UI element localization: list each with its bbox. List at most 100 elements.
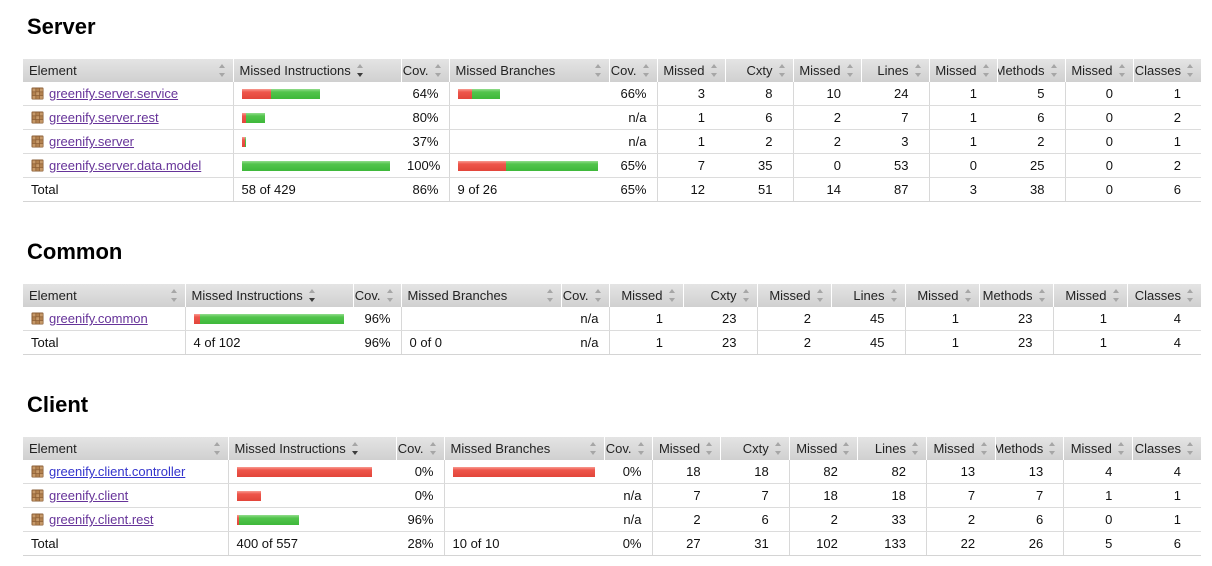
- column-header-missed[interactable]: Missed: [793, 59, 862, 82]
- package-link[interactable]: greenify.common: [49, 311, 148, 326]
- coverage-bar: [457, 161, 598, 171]
- column-header-missed[interactable]: Missed: [657, 59, 726, 82]
- column-header-cov[interactable]: Cov.: [561, 284, 610, 307]
- column-label: Element: [29, 441, 77, 456]
- column-header-missed[interactable]: Missed: [929, 59, 998, 82]
- sort-icon: [980, 442, 989, 455]
- column-header-missed[interactable]: Missed: [1065, 59, 1134, 82]
- column-header-missed-instructions[interactable]: Missed Instructions: [233, 59, 402, 82]
- column-header-cov[interactable]: Cov.: [353, 284, 402, 307]
- column-header-missed-branches[interactable]: Missed Branches: [401, 284, 562, 307]
- cell-element: greenify.server: [23, 129, 233, 154]
- cell-lines: 24: [861, 82, 929, 106]
- cell-missed: 0: [1064, 153, 1133, 178]
- table-row: greenify.client 0% n/a 7 7 18 18 7 7 1 1: [23, 483, 1201, 508]
- column-header-cxty[interactable]: Cxty: [683, 284, 758, 307]
- column-header-element[interactable]: Element: [23, 437, 229, 460]
- column-header-missed[interactable]: Missed: [905, 284, 980, 307]
- cell-missed: 4: [1063, 460, 1133, 484]
- column-label: Missed: [796, 441, 838, 456]
- package-link[interactable]: greenify.server.rest: [49, 110, 159, 125]
- table-row: greenify.client.controller 0% 0% 18 18 82 82 13…: [23, 460, 1201, 484]
- column-header-missed[interactable]: Missed: [757, 284, 832, 307]
- package-icon: [31, 312, 44, 325]
- cell-missed-instructions-bar: [227, 483, 396, 508]
- column-header-element[interactable]: Element: [23, 59, 234, 82]
- column-label: Missed Instructions: [239, 63, 351, 78]
- cell-missed: 1: [928, 105, 997, 130]
- column-header-missed[interactable]: Missed: [609, 284, 684, 307]
- package-icon: [31, 87, 44, 100]
- column-header-missed[interactable]: Missed: [926, 437, 996, 460]
- package-link[interactable]: greenify.server: [49, 134, 135, 149]
- header-row: Element Missed Instructions Cov. Missed Bra…: [23, 284, 1201, 307]
- column-header-classes[interactable]: Classes: [1133, 59, 1201, 82]
- sort-icon: [1186, 289, 1195, 302]
- cell-element: greenify.server.data.model: [23, 153, 233, 178]
- cell-missed: 1: [928, 82, 997, 106]
- cell-coverage: 100%: [401, 153, 449, 178]
- column-label: Methods: [997, 63, 1045, 78]
- covered-bar-segment: [244, 137, 246, 147]
- sort-icon: [218, 64, 227, 77]
- package-link[interactable]: greenify.client.controller: [49, 464, 186, 479]
- column-header-lines[interactable]: Lines: [831, 284, 906, 307]
- cell-missed: 1: [656, 105, 725, 130]
- column-header-missed-instructions[interactable]: Missed Instructions: [185, 284, 354, 307]
- column-header-missed[interactable]: Missed: [1053, 284, 1128, 307]
- package-icon: [31, 159, 44, 172]
- cell-lines: 18: [857, 483, 927, 508]
- column-header-missed-branches[interactable]: Missed Branches: [449, 59, 610, 82]
- cell-missed: 1: [1063, 483, 1133, 508]
- total-label: Total: [23, 330, 185, 355]
- sort-icon: [170, 289, 179, 302]
- sort-icon: [816, 289, 825, 302]
- column-header-methods[interactable]: Methods: [979, 284, 1054, 307]
- header-row: Element Missed Instructions Cov. Missed Bra…: [23, 437, 1201, 460]
- cell-cxty: 35: [725, 153, 793, 178]
- column-header-missed-branches[interactable]: Missed Branches: [444, 437, 605, 460]
- column-header-classes[interactable]: Classes: [1127, 284, 1201, 307]
- column-header-methods[interactable]: Methods: [995, 437, 1065, 460]
- total-row: Total 58 of 429 86% 9 of 26 65% 12 51 14 87 3 38 0 6: [23, 177, 1201, 202]
- cell-element: greenify.client.rest: [23, 507, 228, 532]
- covered-bar-segment: [238, 515, 299, 525]
- cell-methods: 23: [979, 307, 1053, 331]
- total-missed: 22: [926, 531, 996, 556]
- column-label: Cov.: [605, 441, 632, 456]
- column-header-element[interactable]: Element: [23, 284, 186, 307]
- cell-lines: 7: [861, 105, 929, 130]
- column-header-lines[interactable]: Lines: [861, 59, 930, 82]
- column-header-cov[interactable]: Cov.: [396, 437, 445, 460]
- total-missed-instructions: 400 of 557: [227, 531, 396, 556]
- table-row: greenify.client.rest 96% n/a 2 6 2 33 2 6 0 1: [23, 507, 1201, 532]
- column-header-missed[interactable]: Missed: [652, 437, 722, 460]
- coverage-bar: [457, 89, 500, 99]
- column-header-lines[interactable]: Lines: [857, 437, 927, 460]
- cell-missed: 10: [792, 82, 861, 106]
- coverage-bar: [236, 467, 372, 477]
- column-header-cxty[interactable]: Cxty: [725, 59, 794, 82]
- column-label: Cov.: [402, 63, 429, 78]
- package-icon: [31, 513, 44, 526]
- column-header-methods[interactable]: Methods: [997, 59, 1066, 82]
- column-header-cov[interactable]: Cov.: [604, 437, 653, 460]
- column-header-missed[interactable]: Missed: [789, 437, 859, 460]
- package-link[interactable]: greenify.client: [49, 488, 129, 503]
- coverage-bar: [241, 113, 265, 123]
- package-link[interactable]: greenify.server.service: [49, 86, 179, 101]
- column-header-cov[interactable]: Cov.: [609, 59, 658, 82]
- coverage-bar: [236, 491, 261, 501]
- package-link[interactable]: greenify.server.data.model: [49, 158, 202, 173]
- sort-icon: [637, 442, 646, 455]
- cell-missed-branches-bar: [443, 460, 604, 484]
- column-header-classes[interactable]: Classes: [1132, 437, 1201, 460]
- column-header-cxty[interactable]: Cxty: [720, 437, 790, 460]
- column-header-missed-instructions[interactable]: Missed Instructions: [228, 437, 397, 460]
- cell-missed-branches-bar: [448, 129, 609, 154]
- package-link[interactable]: greenify.client.rest: [49, 512, 154, 527]
- sort-icon: [842, 442, 851, 455]
- cell-missed-instructions-bar: [232, 82, 401, 106]
- column-header-missed[interactable]: Missed: [1063, 437, 1133, 460]
- column-header-cov[interactable]: Cov.: [401, 59, 450, 82]
